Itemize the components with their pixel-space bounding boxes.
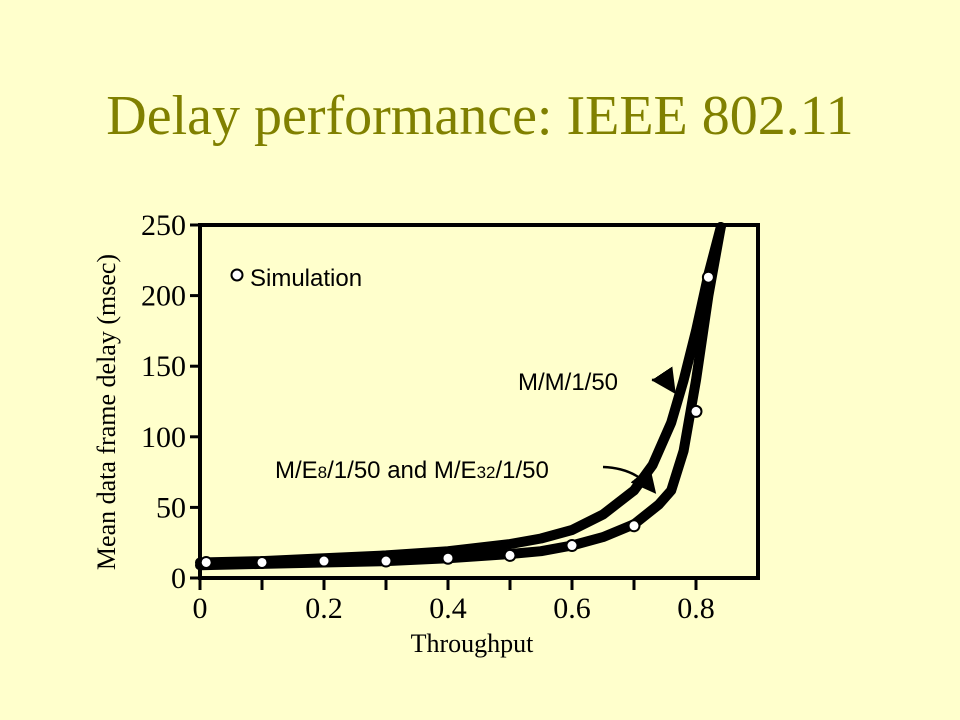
simulation-point (689, 404, 703, 418)
y-axis-ticks: 0 50 100 150 200 250 (141, 209, 200, 595)
annotation-mek-part1: M/E (275, 457, 318, 484)
annotation-mek150: M/E8/1/50 and M/E32/1/50 (275, 457, 549, 484)
series-line-mek150 (195, 222, 726, 571)
annotation-mek-sub1: 8 (318, 463, 327, 482)
x-tick-label-0.6: 0.6 (553, 592, 591, 625)
annotation-mm150-arrow (651, 366, 676, 395)
y-tick-label-200: 200 (141, 280, 186, 313)
slide-title: Delay performance: IEEE 802.11 (106, 85, 854, 147)
legend-simulation-marker (230, 268, 244, 282)
simulation-point (199, 555, 213, 569)
x-axis-title: Throughput (411, 629, 535, 658)
y-tick-label-100: 100 (141, 421, 186, 454)
simulation-point (503, 548, 517, 562)
plot-frame (198, 223, 760, 580)
x-axis-ticks: 0 0.2 0.4 0.6 0.8 (193, 578, 715, 625)
simulation-point (627, 519, 641, 533)
y-tick-label-50: 50 (156, 491, 186, 524)
simulation-markers (199, 270, 715, 569)
y-tick-label-0: 0 (171, 562, 186, 595)
annotation-mek-part3: /1/50 (496, 457, 549, 484)
simulation-point (701, 270, 715, 284)
series-lines (195, 222, 726, 571)
simulation-point (565, 539, 579, 553)
x-tick-label-0.8: 0.8 (677, 592, 715, 625)
annotation-mek150-arrow (602, 465, 657, 494)
x-tick-label-0.2: 0.2 (305, 592, 343, 625)
annotation-mek-part2: /1/50 and M/E (327, 457, 476, 484)
legend-simulation-label: Simulation (250, 265, 362, 292)
y-axis-title: Mean data frame delay (msec) (92, 254, 121, 570)
simulation-point (441, 551, 455, 565)
x-tick-label-0.4: 0.4 (429, 592, 467, 625)
annotation-mm150: M/M/1/50 (518, 369, 618, 396)
x-tick-label-0: 0 (193, 592, 208, 625)
simulation-point (255, 555, 269, 569)
annotation-mek-sub2: 32 (477, 463, 496, 482)
simulation-point (317, 554, 331, 568)
y-tick-label-150: 150 (141, 350, 186, 383)
simulation-point (379, 554, 393, 568)
y-tick-label-250: 250 (141, 209, 186, 242)
